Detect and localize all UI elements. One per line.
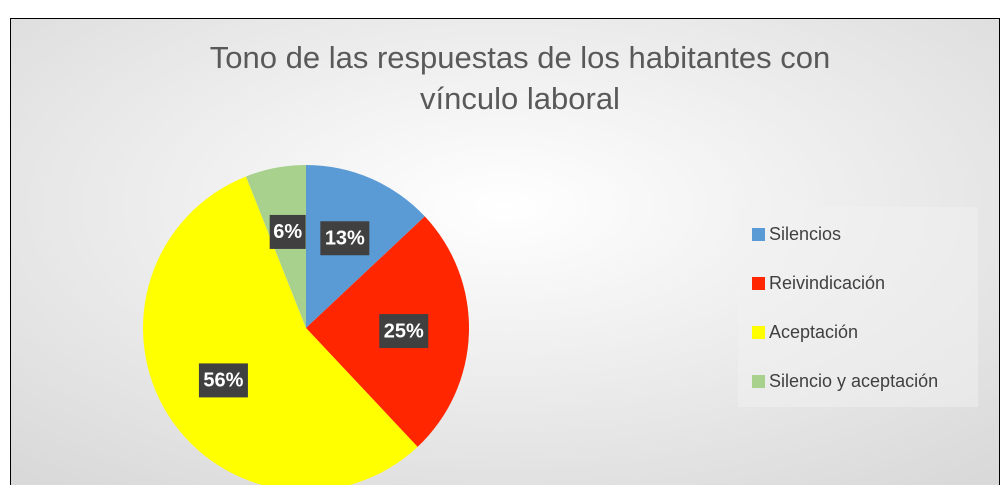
legend-label: Silencio y aceptación bbox=[769, 371, 938, 391]
chart-title: Tono de las respuestas de los habitantes… bbox=[210, 40, 830, 75]
data-label-box bbox=[269, 214, 306, 249]
data-label: 6% bbox=[273, 221, 302, 243]
data-label: 13% bbox=[325, 228, 365, 250]
legend-label: Silencios bbox=[769, 224, 841, 244]
legend-swatch bbox=[752, 228, 765, 241]
legend-label: Reivindicación bbox=[769, 273, 885, 293]
data-label-box bbox=[320, 221, 370, 256]
data-label-box bbox=[198, 363, 248, 398]
legend-label: Aceptación bbox=[769, 322, 858, 342]
pie-slice bbox=[143, 176, 418, 490]
data-label-box bbox=[379, 314, 429, 349]
legend-box bbox=[738, 207, 978, 407]
data-label: 25% bbox=[384, 320, 424, 342]
data-label: 56% bbox=[203, 370, 243, 392]
legend-swatch bbox=[752, 375, 765, 388]
chart-title: vínculo laboral bbox=[420, 81, 620, 116]
legend-swatch bbox=[752, 277, 765, 290]
legend-swatch bbox=[752, 326, 765, 339]
